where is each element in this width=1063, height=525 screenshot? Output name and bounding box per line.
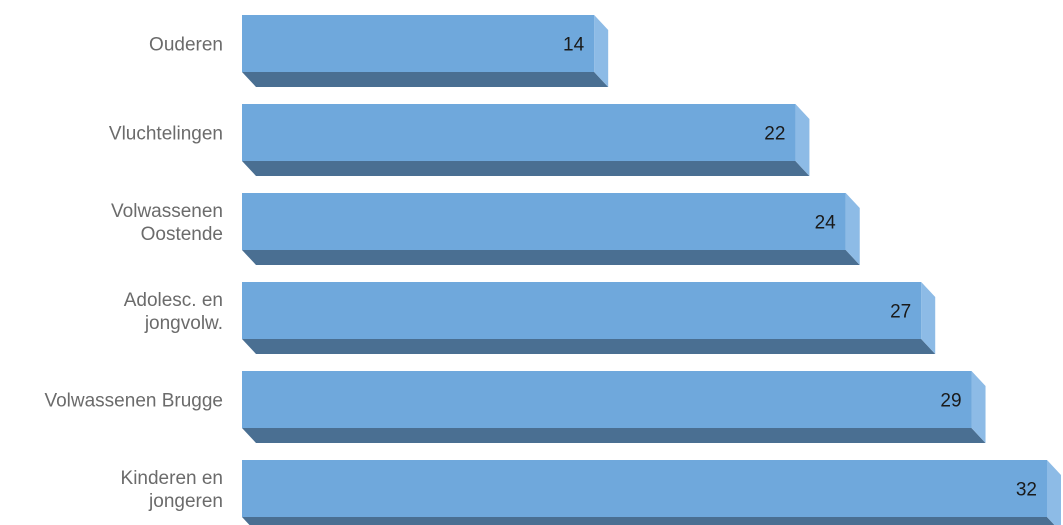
category-label-line: jongeren xyxy=(148,491,223,512)
bar-side-face xyxy=(845,193,860,265)
category-label-line: Oostende xyxy=(141,224,223,245)
bar-value-label: 32 xyxy=(1016,480,1037,501)
bar-group: 14 Ouderen xyxy=(149,15,609,87)
bar xyxy=(242,282,922,339)
category-label: Adolesc. en jongvolw. xyxy=(124,290,223,334)
category-label-line: jongvolw. xyxy=(144,313,223,334)
category-label-line: Volwassenen xyxy=(111,201,223,222)
bar-side-face xyxy=(795,104,810,176)
category-label-line: Adolesc. en xyxy=(124,290,223,311)
category-label: Vluchtelingen xyxy=(109,124,223,145)
bar-bottom-face xyxy=(242,72,609,87)
bar-group: 32 Kinderen en jongeren xyxy=(121,460,1061,525)
bar-value-label: 29 xyxy=(940,391,961,412)
category-label-line: Ouderen xyxy=(149,35,223,56)
category-label: Volwassenen Brugge xyxy=(44,391,223,412)
bar-side-face xyxy=(971,371,986,443)
bar-group: 29 Volwassenen Brugge xyxy=(44,371,986,443)
category-label-line: Kinderen en xyxy=(121,468,223,489)
bar-side-face xyxy=(594,15,609,87)
bar xyxy=(242,15,595,72)
bar xyxy=(242,371,972,428)
category-label-line: Volwassenen Brugge xyxy=(44,391,223,412)
bar-value-label: 24 xyxy=(815,213,837,234)
bar-bottom-face xyxy=(242,517,1055,525)
bar-value-label: 27 xyxy=(890,302,911,323)
bar-group: 27 Adolesc. en jongvolw. xyxy=(124,282,936,354)
bar-group: 22 Vluchtelingen xyxy=(109,104,810,176)
category-label: Ouderen xyxy=(149,35,223,56)
bar-value-label: 14 xyxy=(563,35,585,56)
bar-bottom-face xyxy=(242,428,986,443)
bar-value-label: 22 xyxy=(764,124,785,145)
bar xyxy=(242,104,796,161)
bar-bottom-face xyxy=(242,339,936,354)
bar xyxy=(242,193,846,250)
bar-bottom-face xyxy=(242,161,810,176)
bar-bottom-face xyxy=(242,250,860,265)
bar xyxy=(242,460,1047,517)
bar-side-face xyxy=(1047,460,1061,525)
category-label: Volwassenen Oostende xyxy=(111,201,223,245)
category-label: Kinderen en jongeren xyxy=(121,468,223,512)
bar-side-face xyxy=(921,282,936,354)
bar-group: 24 Volwassenen Oostende xyxy=(111,193,860,265)
category-label-line: Vluchtelingen xyxy=(109,124,223,145)
